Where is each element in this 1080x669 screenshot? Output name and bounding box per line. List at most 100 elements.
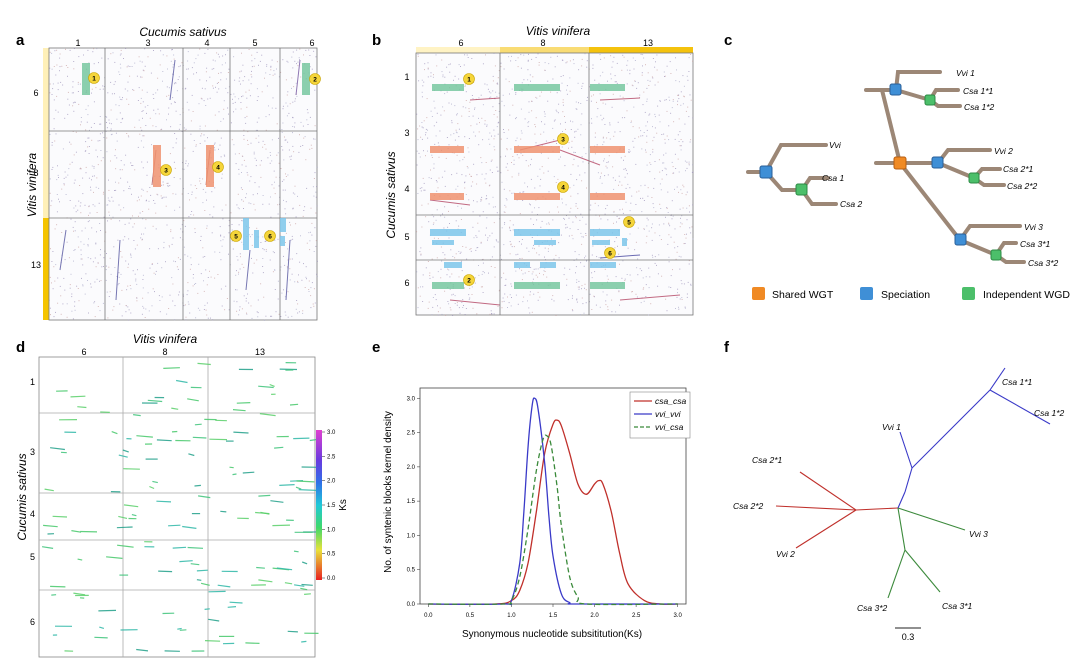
dot-plot-point (141, 239, 143, 241)
dot-plot-point (444, 257, 446, 259)
dot-plot-point (54, 280, 56, 282)
dot-plot-point (125, 48, 127, 49)
dot-plot-point (156, 193, 158, 195)
col-label: 3 (145, 38, 150, 48)
dot-plot-point (638, 190, 640, 192)
dot-plot-point (497, 170, 499, 172)
dot-plot-point (560, 156, 561, 158)
dot-plot-point (520, 130, 522, 132)
dot-plot-point (302, 310, 304, 312)
dot-plot-point (619, 181, 621, 183)
dot-plot-point (140, 127, 142, 129)
dot-plot-point (599, 93, 601, 95)
dot-plot-point (142, 305, 144, 307)
dot-plot-point (60, 295, 62, 297)
dot-plot-point (133, 223, 135, 225)
dot-plot-point (504, 223, 505, 225)
block-red (430, 146, 464, 153)
dot-plot-point (468, 294, 470, 296)
dot-plot-point (173, 54, 175, 56)
dot-plot-point (313, 138, 315, 140)
block-green (432, 84, 464, 91)
dot-plot-point (668, 139, 670, 141)
dot-plot-point (221, 64, 223, 66)
dot-plot-point (244, 76, 246, 78)
dot-plot-point (282, 108, 284, 110)
dot-plot-point (141, 238, 143, 240)
dot-plot-point (516, 137, 518, 139)
dot-plot-point (455, 188, 457, 190)
dot-plot-point (292, 207, 294, 209)
dot-plot-point (90, 283, 92, 285)
ks-segment (284, 582, 293, 585)
dot-plot-point (451, 273, 453, 275)
dot-plot-point (508, 81, 510, 83)
dot-plot-point (472, 181, 474, 183)
dot-plot-point (309, 249, 311, 251)
ks-segment (187, 398, 199, 402)
dot-plot-point (316, 186, 318, 188)
dot-plot-point (190, 214, 192, 215)
dot-plot-point (88, 220, 90, 222)
dot-plot-point (486, 198, 488, 200)
dot-plot-point (234, 79, 236, 81)
dot-plot-point (688, 71, 690, 72)
dot-plot-point (575, 203, 577, 205)
dot-plot-point (241, 308, 243, 310)
dot-plot-point (77, 209, 79, 211)
dot-plot-point (265, 250, 267, 252)
dot-plot-point (465, 246, 467, 248)
dot-plot-point (174, 102, 176, 103)
dot-plot-point (240, 70, 242, 72)
panel-f-letter: f (724, 339, 730, 356)
dot-plot-point (179, 178, 181, 180)
dot-plot-point (259, 60, 261, 62)
dot-plot-point (547, 248, 549, 250)
dot-plot-point (188, 216, 190, 218)
dot-plot-point (610, 73, 612, 75)
dot-plot-point (515, 140, 517, 142)
dot-plot-point (563, 217, 564, 219)
dot-plot-point (669, 225, 671, 227)
dot-plot-point (634, 80, 636, 82)
dot-plot-point (59, 53, 61, 55)
dot-plot-point (485, 173, 487, 175)
dot-plot-point (656, 132, 658, 134)
panel-d-segments (42, 362, 319, 652)
dot-plot-point (539, 95, 541, 97)
dot-plot-point (154, 319, 156, 321)
dot-plot-point (280, 168, 282, 169)
dot-plot-point (631, 291, 633, 293)
dot-plot-point (314, 227, 316, 229)
dot-plot-point (216, 91, 218, 93)
dot-plot-point (444, 93, 446, 95)
dot-plot-point (547, 170, 549, 172)
dot-plot-point (473, 200, 474, 202)
dot-plot-point (562, 75, 564, 77)
dot-plot-point (193, 62, 195, 64)
dot-plot-point (427, 203, 429, 205)
dot-plot-point (446, 137, 448, 138)
dot-plot-point (148, 208, 150, 210)
dot-plot-point (510, 283, 512, 285)
dot-plot-point (125, 260, 127, 262)
dot-plot-point (310, 231, 311, 233)
dot-plot-point (600, 176, 601, 178)
dot-plot-point (204, 88, 206, 90)
dot-plot-point (620, 157, 622, 159)
dot-plot-point (168, 107, 170, 109)
colorbar-tick-label: 2.0 (327, 479, 336, 485)
dot-plot-point (276, 154, 278, 156)
dot-plot-point (577, 286, 579, 288)
dot-plot-point (488, 203, 490, 205)
dot-plot-point (205, 191, 207, 193)
dot-plot-point (306, 187, 308, 189)
dot-plot-point (674, 247, 676, 249)
ks-segment (122, 449, 129, 453)
dot-plot-point (310, 144, 312, 146)
dot-plot-point (535, 57, 537, 58)
block-blue (254, 230, 259, 248)
dot-plot-point (599, 54, 601, 56)
dot-plot-point (553, 120, 555, 122)
dot-plot-point (256, 51, 258, 53)
